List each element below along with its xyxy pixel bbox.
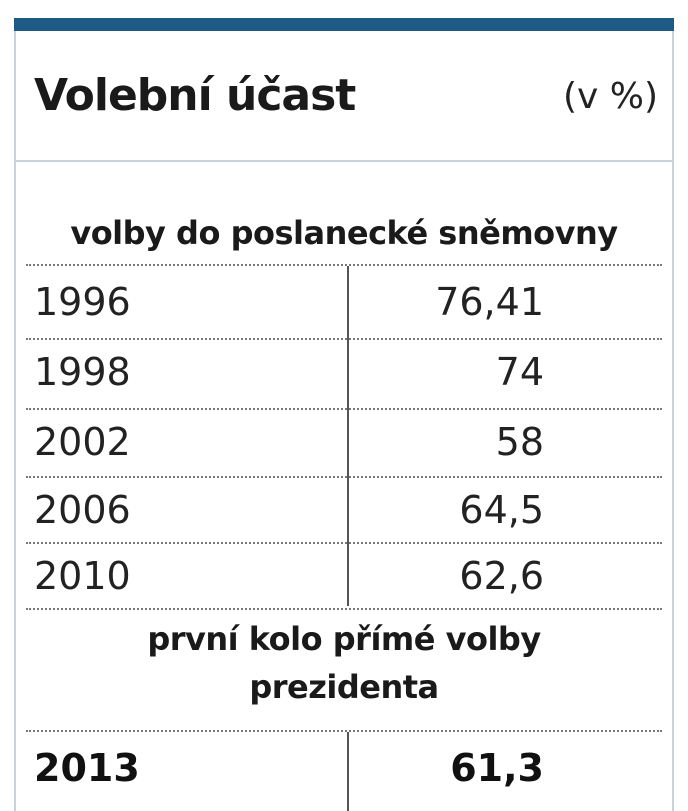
row-divider bbox=[26, 264, 662, 266]
turnout-table: Volební účast (v %) volby do poslanecké … bbox=[14, 18, 674, 811]
value-cell: 61,3 bbox=[450, 746, 544, 790]
accent-bar bbox=[14, 18, 674, 31]
row-divider bbox=[26, 476, 662, 478]
section-heading-president-line1: první kolo přímé volby bbox=[147, 620, 541, 658]
table-row: 2010 62,6 bbox=[16, 544, 672, 612]
year-cell: 2006 bbox=[34, 488, 131, 532]
value-cell: 74 bbox=[495, 350, 544, 394]
row-divider bbox=[26, 542, 662, 544]
year-cell: 2013 bbox=[34, 746, 140, 790]
value-cell: 62,6 bbox=[459, 554, 544, 598]
table-row: 1998 74 bbox=[16, 340, 672, 408]
column-divider bbox=[347, 266, 349, 606]
row-divider bbox=[26, 408, 662, 410]
row-divider bbox=[26, 730, 662, 732]
section-heading-parliament: volby do poslanecké sněmovny bbox=[70, 214, 618, 252]
section-heading-president-line2: prezidenta bbox=[249, 668, 439, 706]
row-divider bbox=[26, 338, 662, 340]
year-cell: 2010 bbox=[34, 554, 131, 598]
table-row: 2002 58 bbox=[16, 410, 672, 478]
row-divider bbox=[26, 608, 662, 610]
year-cell: 1996 bbox=[34, 280, 131, 324]
table-row: 2013 61,3 bbox=[16, 736, 672, 804]
value-cell: 76,41 bbox=[435, 280, 544, 324]
title-divider bbox=[16, 160, 672, 162]
table-row: 2006 64,5 bbox=[16, 478, 672, 546]
table-title: Volební účast bbox=[34, 70, 356, 121]
table-row: 1996 76,41 bbox=[16, 270, 672, 338]
year-cell: 1998 bbox=[34, 350, 131, 394]
unit-label: (v %) bbox=[562, 76, 658, 117]
column-divider bbox=[347, 732, 349, 811]
year-cell: 2002 bbox=[34, 420, 131, 464]
value-cell: 64,5 bbox=[459, 488, 544, 532]
value-cell: 58 bbox=[495, 420, 544, 464]
